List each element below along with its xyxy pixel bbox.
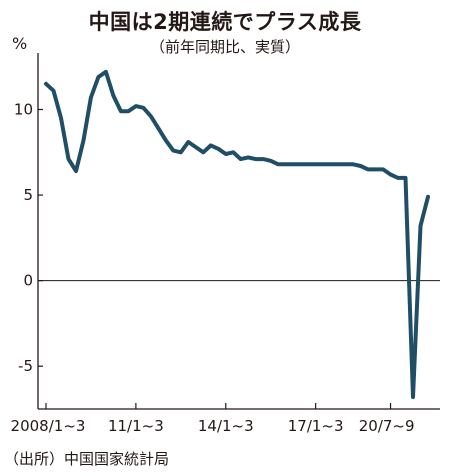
x-tick-label: 17/1~3 — [288, 417, 344, 435]
series-line — [44, 69, 430, 399]
chart-subtitle: （前年同期比、実質） — [149, 38, 300, 56]
series-layer — [44, 69, 430, 399]
ticks: -5 0 5 10 2008/1~3 11/1~3 14/1~3 17/1~3 20/7~9 — [11, 100, 415, 435]
source-note: （出所）中国国家統計局 — [4, 450, 170, 468]
y-axis-unit: % — [12, 34, 28, 53]
x-tick-label: 2008/1~3 — [11, 417, 86, 435]
x-tick-label: 20/7~9 — [359, 417, 415, 435]
x-tick-label: 11/1~3 — [108, 417, 164, 435]
y-tick-label: -5 — [18, 357, 33, 375]
axes — [37, 53, 440, 410]
x-tick-label: 14/1~3 — [198, 417, 254, 435]
y-tick-label: 10 — [14, 100, 33, 118]
y-tick-label: 5 — [23, 186, 33, 204]
y-tick-label: 0 — [23, 272, 33, 290]
chart-title: 中国は2期連続でプラス成長 — [88, 10, 362, 34]
